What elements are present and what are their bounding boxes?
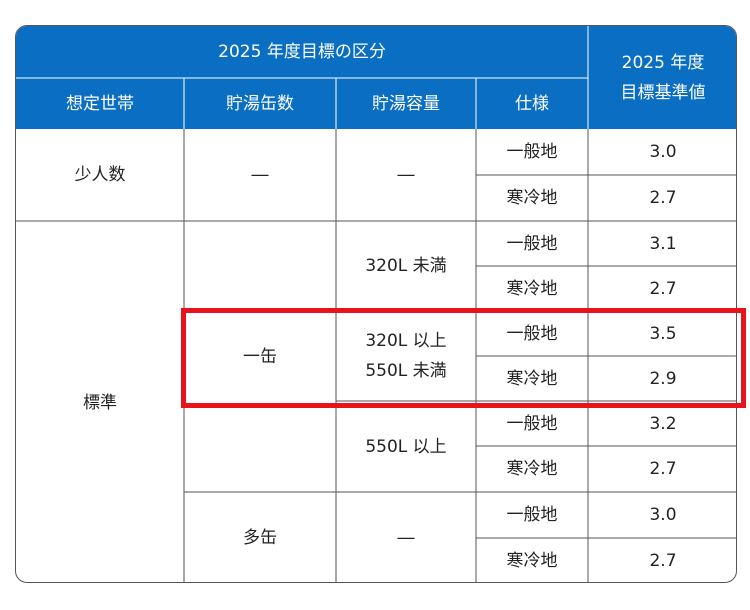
value-small-general: 3.0 [649,142,677,162]
value-multi-cold: 2.7 [649,551,677,571]
value-multi-general: 3.0 [649,505,677,525]
value-small-cold: 2.7 [649,188,677,208]
header-capacity: 貯湯容量 [372,93,440,114]
household-standard: 標準 [83,392,117,413]
capacity-multi: ― [397,528,415,548]
value-mid-general: 3.5 [649,323,677,344]
capacity-over-550: 550L 以上 [365,436,447,457]
header-target-line1: 2025 年度 [621,52,705,73]
body-lines [16,129,736,582]
spec-cold: 寒冷地 [506,278,558,299]
capacity-small: ― [397,165,415,185]
spec-general: 一般地 [506,233,558,254]
table-grid [16,26,736,582]
capacity-under-320: 320L 未満 [365,256,447,276]
spec-cold: 寒冷地 [506,551,558,571]
value-over550-cold: 2.7 [649,459,677,479]
value-over550-general: 3.2 [649,413,677,434]
standard-value-table: 2025 年度目標の区分 2025 年度 目標基準値 想定世帯 貯湯缶数 貯湯容… [15,25,737,583]
household-small: 少人数 [74,165,126,185]
header-spec: 仕様 [515,93,549,114]
capacity-320-550-line2: 550L 未満 [365,361,447,381]
spec-cold: 寒冷地 [506,459,558,479]
value-under320-general: 3.1 [649,233,677,254]
spec-general: 一般地 [506,142,558,162]
spec-cold: 寒冷地 [506,368,558,389]
header-target-value: 2025 年度 目標基準値 [588,26,736,129]
header-dividers [16,26,589,129]
capacity-320-550: 320L 以上 550L 未満 [336,311,476,401]
tanks-single: 一缶 [243,346,277,367]
header-tanks: 貯湯缶数 [226,93,294,114]
header-group-title: 2025 年度目標の区分 [218,42,386,62]
spec-cold: 寒冷地 [506,188,558,208]
value-under320-cold: 2.7 [649,278,677,299]
tanks-multi: 多缶 [243,528,277,548]
spec-general: 一般地 [506,413,558,434]
tanks-small: ― [251,165,269,185]
header-household: 想定世帯 [66,93,134,114]
capacity-320-550-line1: 320L 以上 [365,331,447,351]
value-mid-cold: 2.9 [649,368,677,389]
header-target-line2: 目標基準値 [620,82,706,103]
spec-general: 一般地 [506,323,558,344]
spec-general: 一般地 [506,505,558,525]
